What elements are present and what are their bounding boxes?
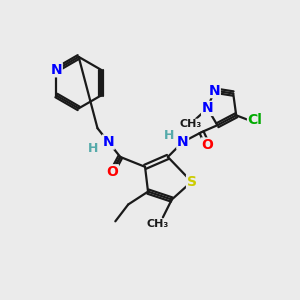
Text: CH₃: CH₃ bbox=[179, 119, 202, 129]
Text: H: H bbox=[164, 129, 174, 142]
Text: CH₃: CH₃ bbox=[147, 219, 169, 229]
Text: N: N bbox=[50, 63, 62, 77]
Text: S: S bbox=[187, 175, 196, 189]
Text: H: H bbox=[88, 142, 99, 154]
Text: N: N bbox=[103, 135, 114, 149]
Text: N: N bbox=[177, 135, 188, 149]
Text: O: O bbox=[106, 165, 118, 179]
Text: Cl: Cl bbox=[248, 113, 262, 127]
Text: N: N bbox=[202, 101, 213, 116]
Text: N: N bbox=[208, 84, 220, 98]
Text: O: O bbox=[202, 138, 213, 152]
